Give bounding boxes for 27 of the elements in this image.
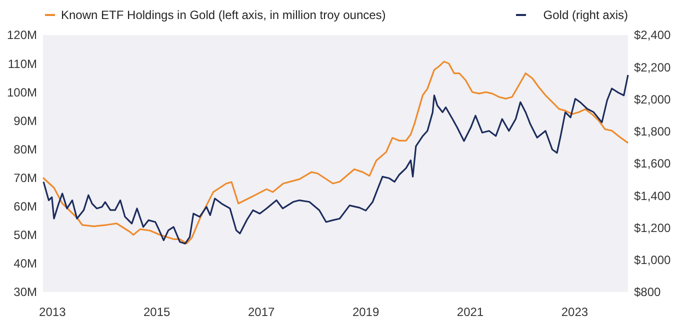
y2-tick-label: $1,800 bbox=[634, 124, 672, 139]
legend-label: Known ETF Holdings in Gold (left axis, in million troy ounces) bbox=[61, 8, 386, 22]
y2-tick-label: $1,600 bbox=[634, 156, 672, 171]
legend-label: Gold (right axis) bbox=[543, 8, 628, 22]
y2-tick-label: $2,400 bbox=[634, 28, 672, 42]
y-tick-label: 40M bbox=[14, 256, 38, 271]
y2-tick-label: $800 bbox=[634, 285, 662, 300]
y2-tick-label: $1,000 bbox=[634, 253, 672, 268]
x-tick-label: 2021 bbox=[456, 305, 484, 319]
y-tick-label: 90M bbox=[14, 114, 38, 128]
y-tick-label: 100M bbox=[6, 85, 37, 100]
y-tick-label: 70M bbox=[14, 170, 38, 185]
y-tick-label: 60M bbox=[14, 200, 38, 214]
y-tick-label: 110M bbox=[8, 56, 37, 71]
y-tick-label: 50M bbox=[14, 228, 38, 242]
y-tick-label: 120M bbox=[6, 28, 37, 42]
y-tick-label: 30M bbox=[14, 285, 38, 300]
x-tick-label: 2023 bbox=[561, 305, 588, 319]
x-tick-label: 2019 bbox=[352, 305, 380, 319]
x-tick-label: 2015 bbox=[144, 305, 171, 319]
y-tick-label: 80M bbox=[14, 142, 38, 156]
y2-tick-label: $1,400 bbox=[634, 188, 672, 203]
x-tick-label: 2013 bbox=[39, 305, 66, 319]
y2-tick-label: $2,000 bbox=[634, 92, 672, 106]
y2-tick-label: $2,200 bbox=[634, 60, 672, 74]
y2-tick-label: $1,200 bbox=[634, 220, 672, 235]
x-tick-label: 2017 bbox=[248, 305, 275, 319]
